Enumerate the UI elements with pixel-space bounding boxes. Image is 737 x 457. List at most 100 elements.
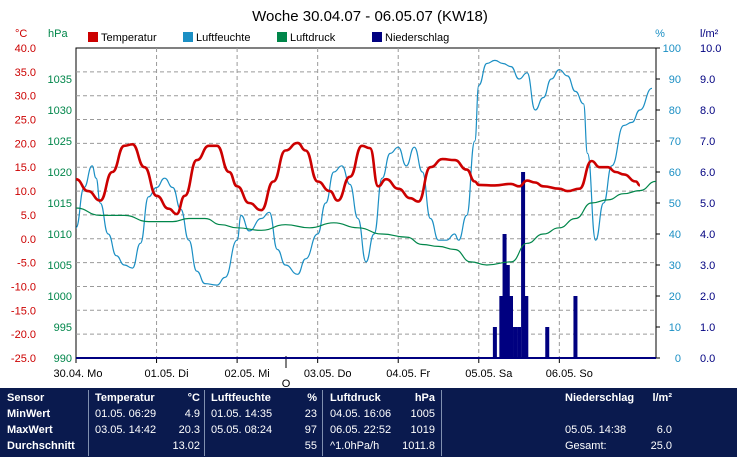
stats-cell-hum-val: 55: [304, 440, 317, 452]
stats-cell-rain-val: 6.0: [656, 424, 672, 436]
hum-tick-label: 20: [669, 291, 681, 303]
x-tick-label: 30.04. Mo: [54, 368, 103, 380]
temp-tick-label: 0.0: [21, 234, 36, 246]
stats-separator: [204, 390, 205, 456]
hum-unit-label: %: [655, 28, 665, 40]
press-tick-label: 1010: [48, 229, 72, 241]
stats-cell-hum-val: 97: [304, 424, 317, 436]
stats-separator: [322, 390, 323, 456]
stats-header-temp-unit: °C: [187, 392, 200, 404]
hum-tick-label: 70: [669, 136, 681, 148]
series-lines: [75, 59, 657, 286]
temp-tick-label: 10.0: [15, 186, 36, 198]
rain-bar: [517, 327, 522, 358]
grid: [76, 48, 656, 358]
stats-cell-hum-time: 01.05. 14:35: [211, 408, 273, 420]
temp-tick-label: 40.0: [15, 43, 36, 55]
temp-tick-label: 30.0: [15, 91, 36, 103]
series-line-luftdruck: [75, 180, 657, 266]
stats-cell-press-val: 1005: [410, 408, 435, 420]
legend-swatch-hum: [183, 32, 193, 42]
stats-header-press: Luftdruck: [330, 392, 381, 404]
press-tick-label: 1020: [48, 167, 72, 179]
weather-chart: Woche 30.04.07 - 06.05.07 (KW18) °C hPa …: [11, 8, 722, 388]
x-tick-label: 04.05. Fr: [386, 368, 430, 380]
axes: 40.0 35.0 30.0 25.0 20.0 15.0 10.0 5.0 0.0 -5.0 -1…: [11, 43, 722, 380]
rain-tick-label: 0.0: [700, 353, 715, 365]
rain-bar: [505, 265, 510, 358]
stats-header-rain-unit: l/m²: [652, 392, 672, 404]
stats-cell-temp-val: 13.02: [172, 440, 200, 452]
x-tick-label: 06.05. So: [546, 368, 593, 380]
temp-tick-label: -5.0: [17, 258, 36, 270]
x-tick-label: 02.05. Mi: [224, 368, 269, 380]
hum-tick-label: 80: [669, 105, 681, 117]
temp-tick-label: 5.0: [21, 210, 36, 222]
stats-cell-label: MinWert: [7, 408, 51, 420]
stats-cell-temp-time: 01.05. 06:29: [95, 408, 157, 420]
stats-separator: [88, 390, 89, 456]
stats-cell-temp-val: 4.9: [184, 408, 200, 420]
stats-header-press-unit: hPa: [414, 392, 435, 404]
temp-tick-label: -15.0: [11, 305, 36, 317]
press-tick-label: 1035: [48, 74, 72, 86]
stats-cell-press-time: 04.05. 16:06: [330, 408, 392, 420]
rain-tick-label: 7.0: [700, 136, 715, 148]
stats-cell-temp-val: 20.3: [178, 424, 200, 436]
rain-tick-label: 1.0: [700, 322, 715, 334]
hum-tick-label: 50: [669, 198, 681, 210]
rain-tick-label: 10.0: [700, 43, 721, 55]
chart-title: Woche 30.04.07 - 06.05.07 (KW18): [252, 8, 488, 25]
press-tick-label: 990: [54, 353, 72, 365]
rain-tick-label: 9.0: [700, 74, 715, 86]
stats-cell-press-val: 1019: [410, 424, 435, 436]
legend-swatch-press: [277, 32, 287, 42]
press-tick-label: 995: [54, 322, 72, 334]
stats-cell-temp-time: 03.05. 14:42: [95, 424, 157, 436]
stats-cell-label: Durchschnitt: [7, 440, 75, 452]
press-tick-label: 1015: [48, 198, 72, 210]
rain-bar: [492, 327, 497, 358]
press-unit-label: hPa: [48, 28, 68, 40]
series-line-luftfeuchte: [75, 59, 653, 286]
legend-label-hum: Luftfeuchte: [196, 32, 250, 44]
stats-row: MinWert 01.05. 06:29 4.9 01.05. 14:35 23 04.0…: [0, 408, 737, 422]
hum-tick-label: 40: [669, 229, 681, 241]
press-tick-label: 1025: [48, 136, 72, 148]
rain-bar: [502, 234, 507, 358]
rain-tick-label: 2.0: [700, 291, 715, 303]
rain-tick-label: 5.0: [700, 198, 715, 210]
temp-tick-label: -25.0: [11, 353, 36, 365]
stats-cell-hum-val: 23: [304, 408, 317, 420]
temp-tick-label: 20.0: [15, 138, 36, 150]
stats-header-row: Sensor Temperatur °C Luftfeuchte % Luftd…: [0, 392, 737, 406]
legend-swatch-temp: [88, 32, 98, 42]
series-line-temperatur: [75, 141, 641, 216]
rain-unit-label: l/m²: [700, 28, 719, 40]
stats-row: Durchschnitt 13.02 55 ^1.0hPa/h 1011.8 Gesamt…: [0, 440, 737, 454]
rain-bar: [513, 327, 518, 358]
rain-bar: [545, 327, 550, 358]
temp-unit-label: °C: [15, 28, 27, 40]
hum-tick-label: 30: [669, 260, 681, 272]
press-tick-label: 1030: [48, 105, 72, 117]
x-tick-label: 05.05. Sa: [465, 368, 513, 380]
temp-tick-label: 35.0: [15, 67, 36, 79]
stats-cell-rain-time: Gesamt:: [565, 440, 607, 452]
rain-bar: [524, 296, 529, 358]
rain-bar: [521, 172, 526, 358]
rain-tick-label: 4.0: [700, 229, 715, 241]
stats-row: MaxWert 03.05. 14:42 20.3 05.05. 08:24 97 06.…: [0, 424, 737, 438]
stats-cell-rain-val: 25.0: [650, 440, 672, 452]
legend-label-temp: Temperatur: [101, 32, 157, 44]
stats-header-rain: Niederschlag: [565, 392, 635, 404]
temp-tick-label: -10.0: [11, 281, 36, 293]
legend-label-rain: Niederschlag: [385, 32, 449, 44]
legend-label-press: Luftdruck: [290, 32, 336, 44]
stats-header-hum-unit: %: [307, 392, 317, 404]
hum-tick-label: 10: [669, 322, 681, 334]
rain-bar: [573, 296, 578, 358]
stats-cell-press-val: 1011.8: [402, 440, 435, 452]
statistics-panel: Sensor Temperatur °C Luftfeuchte % Luftd…: [0, 388, 737, 457]
hum-tick-label: 100: [663, 43, 681, 55]
